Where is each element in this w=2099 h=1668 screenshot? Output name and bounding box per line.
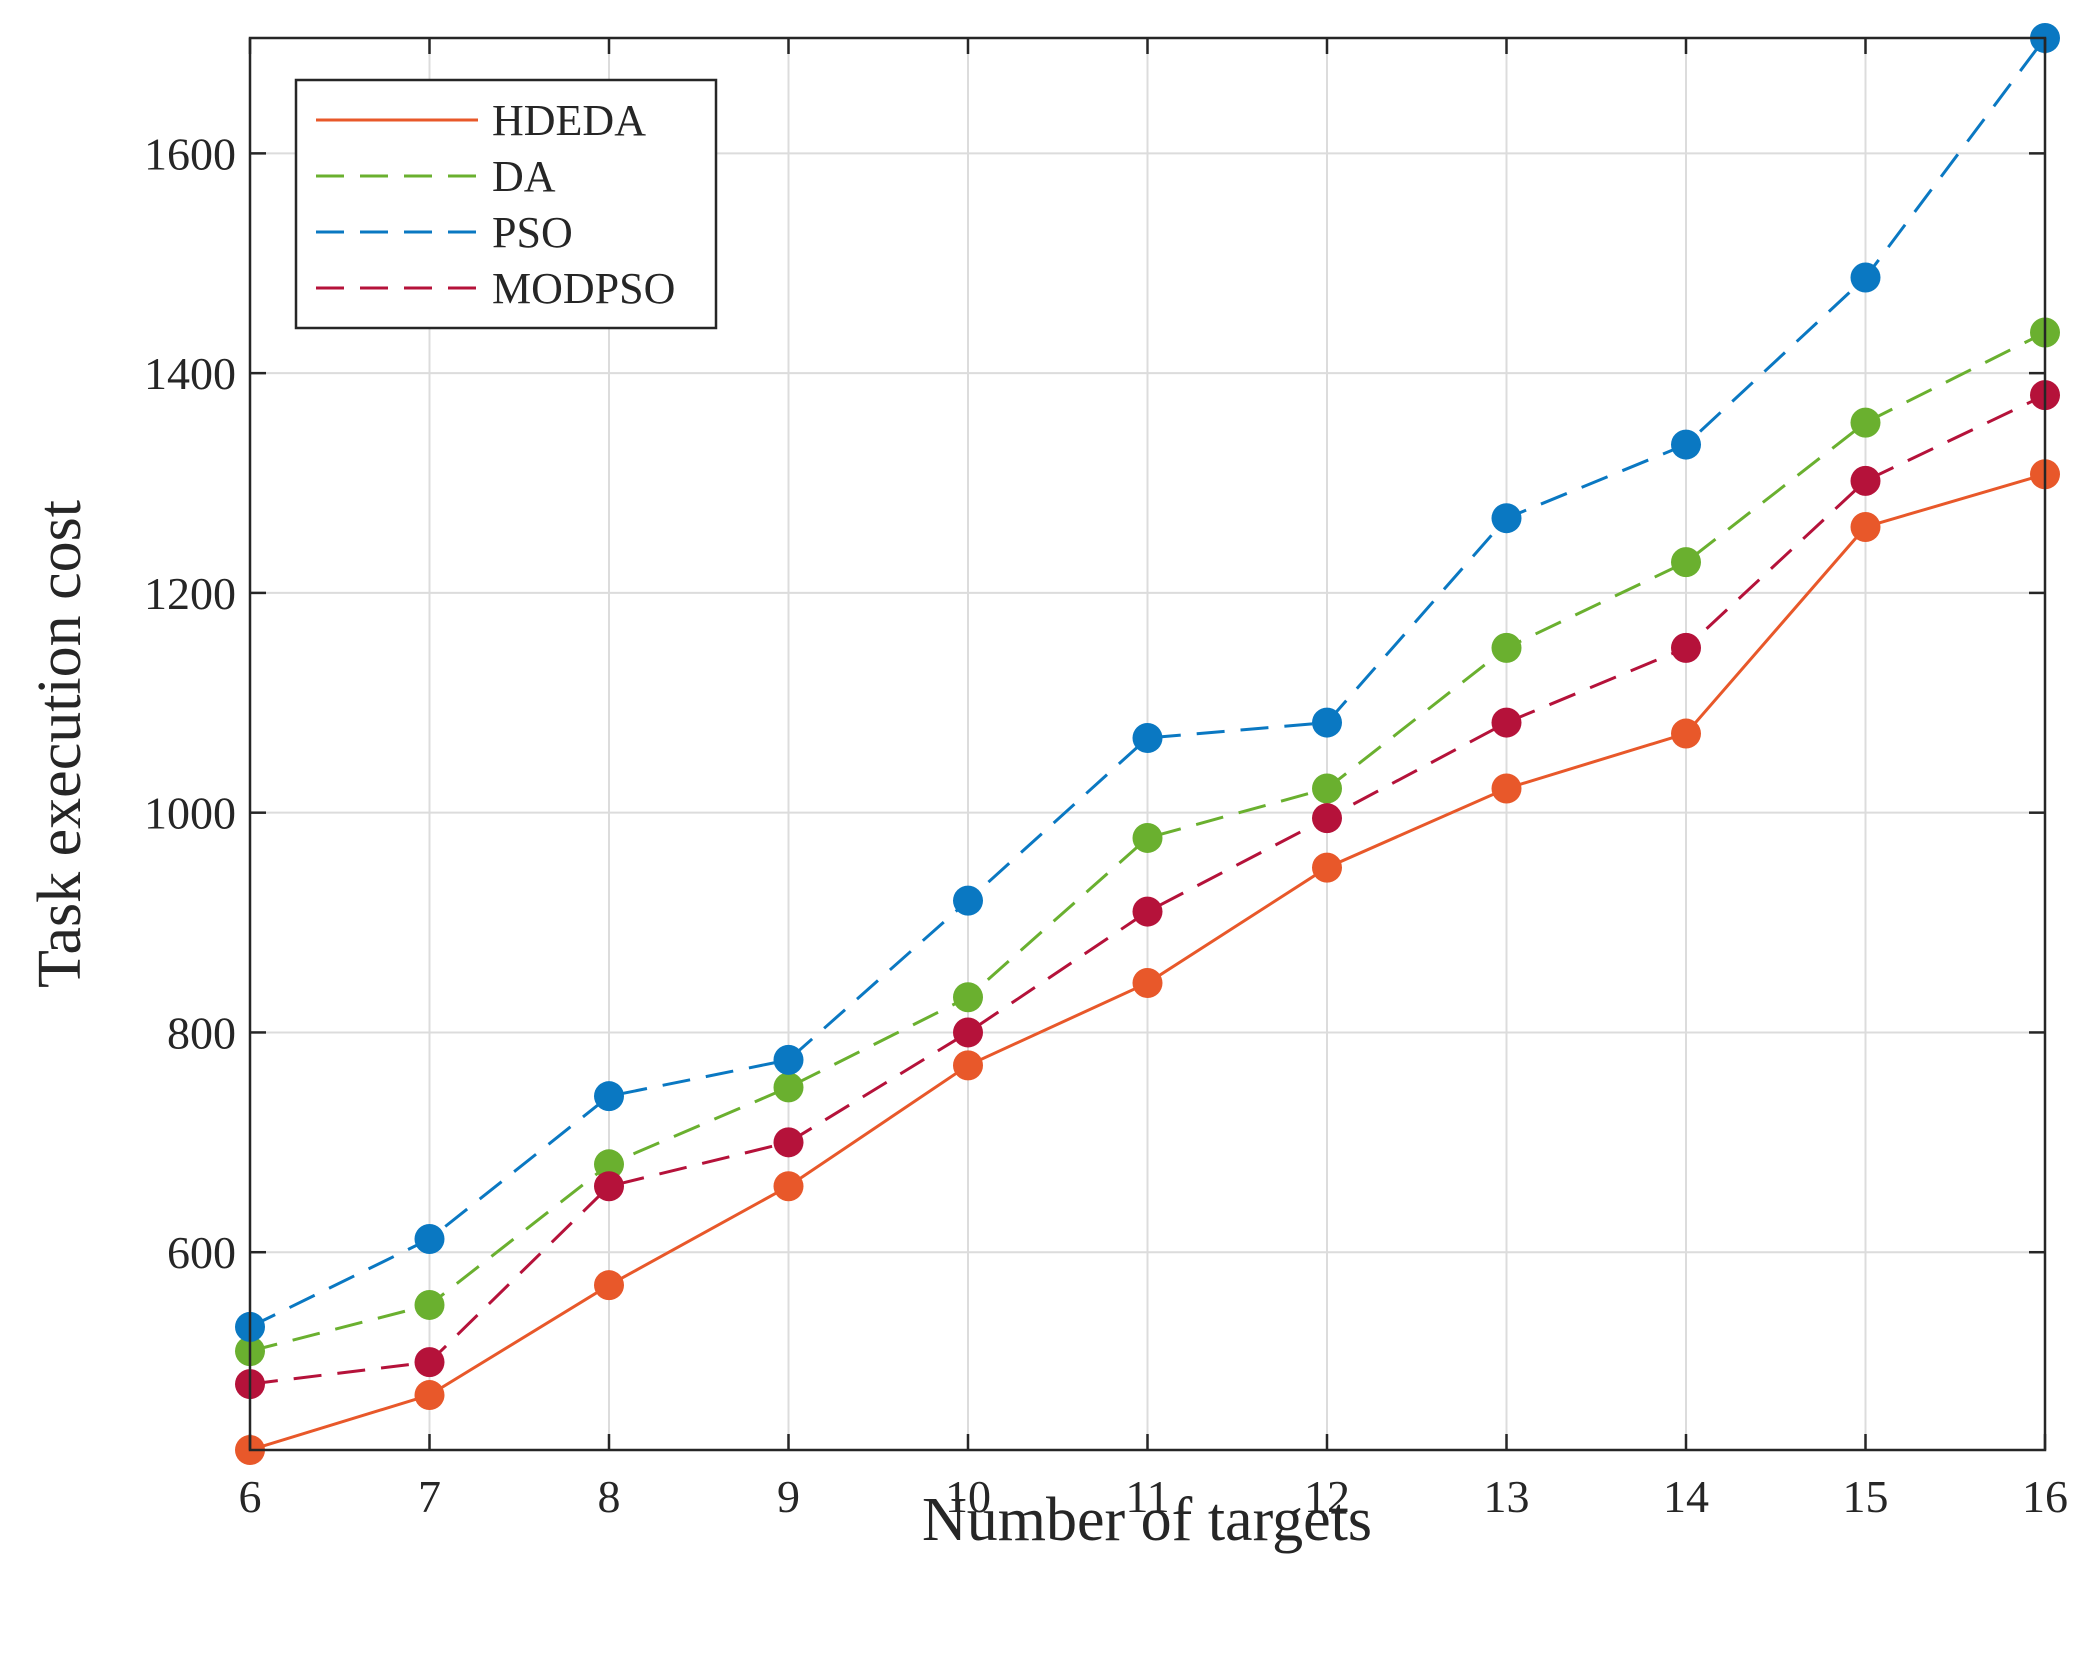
data-point-da [594,1149,624,1180]
y-axis-label: Task execution cost [26,500,94,988]
data-point-hdeda [773,1171,804,1202]
y-tick-label: 1600 [144,128,236,179]
data-point-da [773,1072,804,1103]
x-tick-label: 9 [777,1471,800,1522]
data-point-hdeda [1671,718,1701,749]
ticks: 6 7 8 9 10 11 12 13 14 15 16 600 800 1000 1200 1400 1600 [144,38,2068,1522]
data-point-hdeda [414,1380,445,1411]
x-tick-label: 16 [2022,1471,2068,1522]
x-tick-label: 8 [598,1471,621,1522]
data-point-pso [1312,707,1342,738]
data-point-modpso [1850,465,1881,496]
data-point-hdeda [1132,967,1163,998]
y-tick-label: 1400 [144,348,236,399]
data-point-da [1671,547,1701,578]
x-axis-label: Number of targets [922,1486,1372,1554]
data-point-modpso [1671,632,1701,663]
data-point-da [1491,632,1522,663]
series-pso [235,23,2060,1342]
legend-label: MODPSO [492,264,675,313]
y-tick-label: 1200 [144,568,236,619]
data-point-pso [1132,722,1163,753]
data-point-modpso [953,1017,983,1048]
legend-label: PSO [492,208,573,257]
data-point-da [953,982,983,1013]
legend: HDEDA DA PSO MODPSO [294,78,718,330]
y-tick-label: 800 [167,1007,236,1058]
data-point-modpso [594,1171,624,1202]
series-line-pso [249,37,2047,1329]
x-tick-label: 6 [239,1471,262,1522]
data-point-hdeda [1312,852,1342,883]
data-point-modpso [414,1347,445,1378]
series-da [235,317,2060,1367]
x-tick-label: 14 [1663,1471,1709,1522]
data-point-pso [414,1224,445,1255]
data-point-hdeda [1491,773,1522,804]
data-point-pso [773,1044,804,1075]
series-layer [235,23,2060,1465]
series-line-da [249,331,2046,1353]
data-point-pso [953,885,983,916]
data-point-pso [1671,429,1701,460]
data-point-hdeda [1850,511,1881,542]
data-point-da [1312,773,1342,804]
x-tick-label: 7 [418,1471,441,1522]
y-tick-label: 1000 [144,788,236,839]
data-point-hdeda [594,1270,624,1301]
y-tick-label: 600 [167,1227,236,1278]
series-modpso [235,380,2060,1400]
legend-label: HDEDA [492,96,646,145]
x-tick-label: 11 [1125,1471,1169,1522]
data-point-modpso [1491,707,1522,738]
data-point-da [414,1289,445,1320]
data-point-modpso [773,1127,804,1158]
data-point-modpso [1132,896,1163,927]
data-point-da [1132,822,1163,853]
data-point-pso [594,1081,624,1112]
x-tick-label: 12 [1304,1471,1350,1522]
series-line-modpso [249,393,2046,1386]
legend-label: DA [492,152,556,201]
data-point-pso [1491,503,1522,534]
data-point-modpso [1312,803,1342,834]
x-tick-label: 15 [1843,1471,1889,1522]
x-tick-label: 13 [1484,1471,1530,1522]
data-point-hdeda [953,1050,983,1081]
data-point-pso [1850,262,1881,293]
x-tick-label: 10 [945,1471,991,1522]
data-point-da [1850,407,1881,438]
